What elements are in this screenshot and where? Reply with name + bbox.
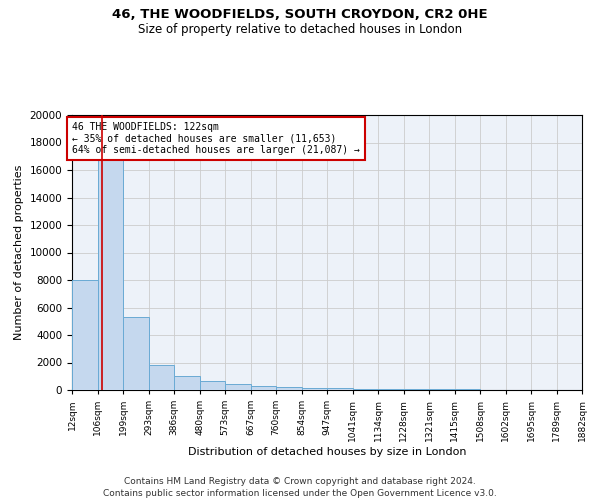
Bar: [327, 388, 353, 390]
Text: Size of property relative to detached houses in London: Size of property relative to detached ho…: [138, 22, 462, 36]
Bar: [72, 280, 98, 390]
Bar: [225, 384, 251, 390]
Text: 46, THE WOODFIELDS, SOUTH CROYDON, CR2 0HE: 46, THE WOODFIELDS, SOUTH CROYDON, CR2 0…: [112, 8, 488, 20]
Bar: [123, 317, 149, 390]
Bar: [149, 365, 174, 390]
Text: Contains HM Land Registry data © Crown copyright and database right 2024.: Contains HM Land Registry data © Crown c…: [124, 478, 476, 486]
Bar: [302, 388, 327, 390]
Bar: [353, 389, 378, 390]
Text: 46 THE WOODFIELDS: 122sqm
← 35% of detached houses are smaller (11,653)
64% of s: 46 THE WOODFIELDS: 122sqm ← 35% of detac…: [72, 122, 360, 155]
Bar: [251, 386, 276, 390]
Bar: [276, 387, 302, 390]
Bar: [378, 389, 404, 390]
Bar: [200, 381, 225, 390]
X-axis label: Distribution of detached houses by size in London: Distribution of detached houses by size …: [188, 446, 466, 456]
Y-axis label: Number of detached properties: Number of detached properties: [14, 165, 24, 340]
Bar: [404, 389, 429, 390]
Bar: [98, 156, 123, 390]
Bar: [174, 376, 200, 390]
Text: Contains public sector information licensed under the Open Government Licence v3: Contains public sector information licen…: [103, 489, 497, 498]
